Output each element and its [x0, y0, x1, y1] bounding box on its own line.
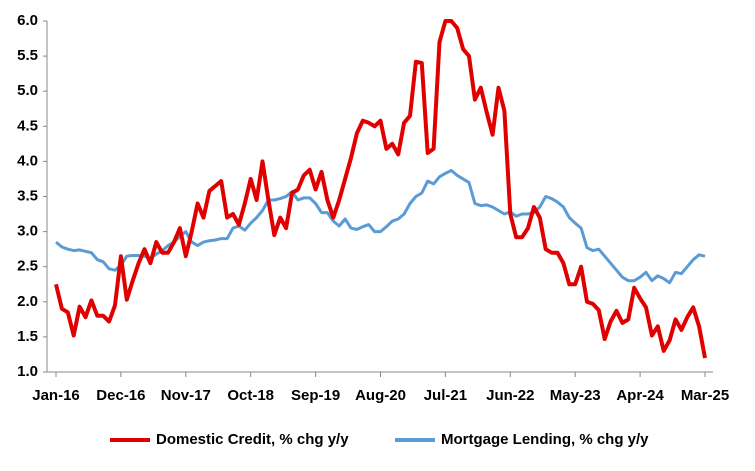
y-tick-label: 4.0 [17, 152, 38, 169]
x-tick-label: Jan-16 [32, 387, 80, 404]
x-tick-label: May-23 [550, 387, 601, 404]
y-tick-label: 5.0 [17, 82, 38, 99]
x-tick-label: Sep-19 [291, 387, 340, 404]
y-tick-label: 4.5 [17, 117, 38, 134]
y-tick-label: 2.0 [17, 293, 38, 310]
y-tick-label: 3.5 [17, 187, 38, 204]
x-tick-label: Jul-21 [424, 387, 467, 404]
legend-label: Domestic Credit, % chg y/y [156, 431, 349, 448]
y-tick-label: 1.0 [17, 363, 38, 380]
x-tick-label: Apr-24 [616, 387, 664, 404]
x-tick-label: Nov-17 [161, 387, 211, 404]
data-line [55, 169, 706, 285]
y-tick-label: 1.5 [17, 328, 38, 345]
y-tick-label: 3.0 [17, 223, 38, 240]
x-tick-label: Dec-16 [96, 387, 145, 404]
x-tick-label: Aug-20 [355, 387, 406, 404]
x-tick-label: Jun-22 [486, 387, 534, 404]
x-tick-label: Oct-18 [227, 387, 274, 404]
x-tick-label: Mar-25 [681, 387, 729, 404]
data-line [54, 19, 707, 359]
y-tick-label: 2.5 [17, 258, 38, 275]
y-tick-label: 5.5 [17, 47, 38, 64]
legend-label: Mortgage Lending, % chg y/y [441, 431, 649, 448]
y-tick-label: 6.0 [17, 12, 38, 29]
